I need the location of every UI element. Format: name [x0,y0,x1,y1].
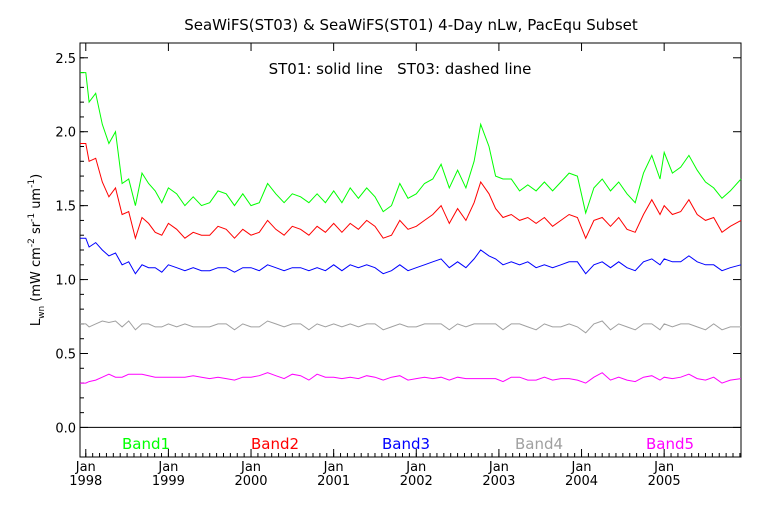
y-tick-label: 0.0 [55,421,76,436]
legend-label-band5: Band5 [646,435,694,453]
series-line-band2 [80,143,742,241]
x-tick-month: Jan [75,460,96,475]
y-label-exp2: -1 [27,213,37,222]
y-tick-label: 2.5 [55,52,76,67]
legend-label-band4: Band4 [515,435,563,453]
legend-label-band3: Band3 [382,435,430,453]
x-tick-year: 2001 [317,474,350,489]
x-tick-year: 1998 [69,474,102,489]
legend-label-band2: Band2 [251,435,299,453]
x-tick-month: Jan [653,460,674,475]
series-line-band5 [80,372,742,384]
y-label-mid: sr [29,221,44,238]
x-tick-year: 1999 [152,474,185,489]
x-tick-month: Jan [405,460,426,475]
line-style-annotation: ST01: solid line ST03: dashed line [269,60,532,78]
y-tick-label: 1.0 [55,274,76,289]
y-label-exp1: -2 [27,238,37,247]
x-tick-year: 2002 [400,474,433,489]
y-tick-label: 1.5 [55,200,76,215]
y-label-units-close: ) [29,174,44,179]
series-lines [80,72,742,384]
y-tick-label: 2.0 [55,126,76,141]
x-tick-month: Jan [323,460,344,475]
chart-title: SeaWiFS(ST03) & SeaWiFS(ST01) 4-Day nLw,… [184,16,638,34]
y-label-mid2: um [29,188,44,213]
y-axis: 0.0 0.5 1.0 1.5 2.0 2.5 [55,52,741,436]
x-tick-year: 2003 [482,474,515,489]
y-label-units-open: (mW cm [29,247,44,302]
x-tick-month: Jan [157,460,178,475]
x-tick-year: 2000 [234,474,267,489]
x-axis: Jan1998Jan1999Jan2000Jan2001Jan2002Jan20… [69,43,741,489]
legend-label-band1: Band1 [122,435,170,453]
y-label-exp3: -1 [27,179,37,188]
y-axis-label: Lwn (mW cm-2 sr-1 um-1) [27,174,47,326]
series-line-band4 [80,320,741,334]
svg-text:Lwn (mW cm-2 sr-1 um-1): Lwn (mW cm-2 sr-1 um-1) [27,174,47,326]
y-label-subscript: wn [37,306,47,319]
plot-frame [79,42,742,458]
y-label-base: L [29,318,44,326]
series-line-band3 [80,237,742,275]
band-labels: Band1 Band2 Band3 Band4 Band5 [122,435,694,453]
x-tick-year: 2004 [565,474,598,489]
y-tick-label: 0.5 [55,348,76,363]
x-tick-month: Jan [240,460,261,475]
series-line-band1 [80,72,742,215]
x-tick-month: Jan [571,460,592,475]
x-tick-month: Jan [488,460,509,475]
x-tick-year: 2005 [648,474,681,489]
